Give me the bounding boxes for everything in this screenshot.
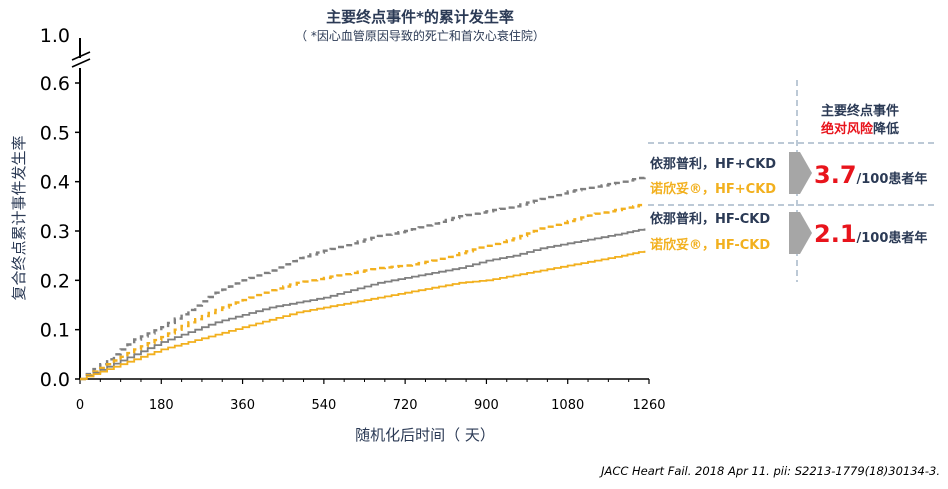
y-tick-label: 0.2 <box>40 270 70 292</box>
y-tick-label: 0.5 <box>40 122 70 144</box>
series-line-1 <box>80 203 646 381</box>
x-tick-label: 720 <box>393 398 418 413</box>
rate-nockd-value: 2.1 <box>814 220 857 248</box>
arrow-nockd-icon <box>789 212 812 254</box>
x-tick-label: 540 <box>311 398 336 413</box>
legend-entresto-hf-nockd: 诺欣妥®，HF-CKD <box>650 237 770 253</box>
legend-entresto-hf-ckd: 诺欣妥®，HF+CKD <box>650 181 776 197</box>
y-tick-label: 0.1 <box>40 320 70 342</box>
rate-ckd: 3.7/100患者年 <box>814 161 927 189</box>
y-tick-label: 0.3 <box>40 221 70 243</box>
series-lines <box>80 176 646 381</box>
axis-break-mark-bottom <box>71 58 91 68</box>
y-axis-label: 复合终点累计事件发生率 <box>10 135 28 300</box>
y-tick-label: 0.0 <box>40 369 70 391</box>
panel-header-dark: 降低 <box>873 121 899 137</box>
arrow-ckd-icon <box>789 152 812 194</box>
x-tick-label: 1260 <box>632 398 665 413</box>
rate-ckd-value: 3.7 <box>814 161 857 189</box>
x-tick-label: 360 <box>230 398 255 413</box>
legend-enalapril-hf-nockd: 依那普利，HF-CKD <box>650 211 770 227</box>
rate-ckd-unit: /100患者年 <box>857 171 928 187</box>
panel-header-line1: 主要终点事件 <box>821 103 899 119</box>
y-tick-label: 0.6 <box>40 73 70 95</box>
citation: JACC Heart Fail. 2018 Apr 11. pii: S2213… <box>599 464 940 478</box>
y-tick-label: 0.4 <box>40 172 70 194</box>
x-tick-label: 900 <box>474 398 499 413</box>
axes <box>71 38 649 380</box>
x-tick-label: 180 <box>149 398 174 413</box>
side-panel: 主要终点事件 绝对风险降低 3.7/100患者年 2.1/100患者年 <box>648 80 935 282</box>
series-line-3 <box>80 250 646 380</box>
y-axis-break-label: 1.0 <box>40 25 70 47</box>
rate-nockd-unit: /100患者年 <box>857 230 928 246</box>
x-tick-label: 0 <box>76 398 84 413</box>
chart-subtitle: （ *因心血管原因导致的死亡和首次心衰住院） <box>295 28 545 43</box>
x-ticks: 0 180 360 540 720 900 1080 1260 <box>76 379 666 413</box>
chart-title: 主要终点事件*的累计发生率 <box>326 8 514 26</box>
x-axis-label: 随机化后时间（ 天） <box>355 426 495 444</box>
panel-header-red: 绝对风险 <box>821 121 874 137</box>
rate-nockd: 2.1/100患者年 <box>814 220 927 248</box>
legend-enalapril-hf-ckd: 依那普利，HF+CKD <box>650 156 776 172</box>
series-line-0 <box>80 176 646 381</box>
x-tick-label: 1080 <box>551 398 584 413</box>
series-line-2 <box>80 228 646 380</box>
panel-header-line2: 绝对风险降低 <box>821 121 899 137</box>
y-ticks: 0.0 0.1 0.2 0.3 0.4 0.5 0.6 <box>40 73 80 391</box>
axis-break-mark-top <box>71 51 91 61</box>
